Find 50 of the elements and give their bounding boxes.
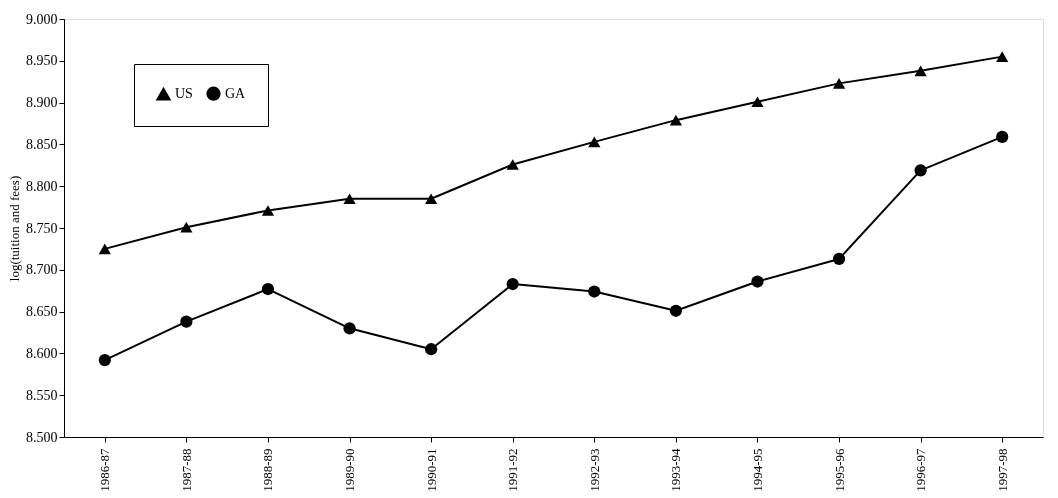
y-tick-label: 8.650 — [26, 304, 58, 320]
point — [425, 343, 438, 356]
point — [751, 96, 764, 108]
x-tick-label: 1990-91 — [423, 448, 439, 492]
point — [669, 304, 682, 317]
y-tick-label: 8.900 — [26, 95, 58, 111]
y-tick-label: 8.850 — [26, 136, 58, 152]
point — [588, 136, 601, 148]
point — [98, 353, 111, 367]
x-tick-label: 1994-95 — [749, 448, 765, 492]
y-tick-label: 8.550 — [26, 387, 58, 403]
y-tick-label: 8.500 — [26, 429, 58, 445]
x-tick-label: 1987-88 — [178, 448, 194, 492]
x-tick-label: 1991-92 — [505, 448, 521, 492]
point — [914, 164, 927, 177]
point — [914, 65, 927, 77]
point — [180, 315, 193, 328]
x-tick-label: 1989-90 — [342, 448, 358, 492]
point — [261, 205, 275, 216]
y-tick-label: 8.750 — [26, 220, 58, 236]
point — [506, 159, 519, 170]
point — [832, 252, 846, 266]
x-tick-label: 1997-98 — [994, 448, 1010, 492]
legend-label: US — [175, 86, 193, 102]
point — [180, 221, 193, 233]
y-tick-label: 9.000 — [26, 11, 58, 27]
point — [751, 275, 764, 288]
point — [261, 282, 275, 296]
y-tick-label: 8.950 — [26, 53, 58, 69]
point — [832, 78, 846, 89]
y-tick-label: 8.700 — [26, 262, 58, 278]
y-axis-title: log(tuition and fees) — [7, 175, 22, 282]
point — [996, 130, 1009, 143]
y-tick-label: 8.600 — [26, 345, 58, 361]
x-tick-label: 1996-97 — [913, 448, 929, 492]
point — [343, 322, 356, 335]
point — [506, 277, 519, 291]
x-tick-label: 1993-94 — [668, 448, 684, 492]
point — [343, 193, 356, 205]
point — [996, 51, 1009, 62]
point — [425, 193, 438, 205]
x-tick-label: 1992-93 — [586, 448, 602, 492]
y-tick-label: 8.800 — [26, 178, 58, 194]
x-tick-label: 1986-87 — [97, 448, 113, 492]
legend-label: GA — [225, 85, 247, 101]
x-tick-label: 1995-96 — [831, 448, 847, 492]
point — [669, 114, 682, 126]
point — [98, 243, 111, 255]
point — [588, 285, 601, 298]
x-tick-label: 1988-89 — [260, 448, 276, 492]
